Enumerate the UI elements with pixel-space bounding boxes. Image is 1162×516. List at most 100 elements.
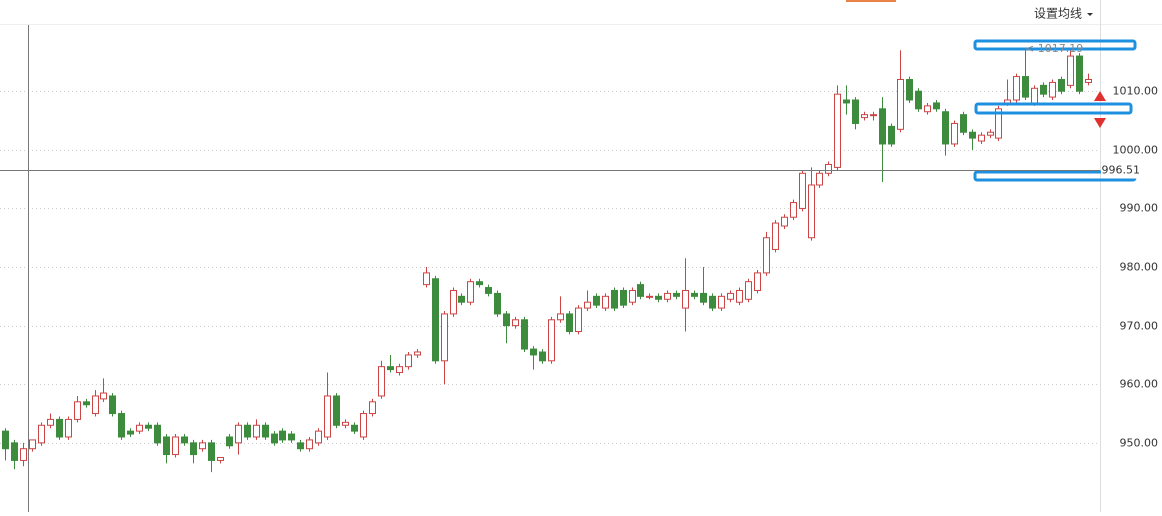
candle-body <box>575 307 582 332</box>
candle-body <box>1085 79 1092 83</box>
candle-body <box>1049 81 1056 98</box>
up-arrow <box>1094 91 1106 101</box>
candle-body <box>65 418 72 438</box>
candle-body <box>2 430 9 450</box>
highlight-box <box>973 39 1137 51</box>
candle-body <box>1058 79 1065 92</box>
candle-body <box>20 448 27 461</box>
plot: 950.00 960.00 970.00 980.00 990.00 1000.00 101… <box>0 50 1159 473</box>
candle-body <box>646 295 653 298</box>
candle-body <box>700 292 707 303</box>
candle-body <box>906 79 913 101</box>
candle-body <box>843 99 850 104</box>
candle-body <box>432 278 439 362</box>
candle-body <box>727 292 734 300</box>
candle-body <box>754 272 761 291</box>
candle-body <box>29 439 36 450</box>
candle-body <box>933 102 940 110</box>
candle-body <box>593 295 600 306</box>
candle-body <box>834 93 841 168</box>
candle-body <box>163 436 170 456</box>
candle-body <box>271 433 278 444</box>
candle-body <box>441 313 448 362</box>
crosshair-label: 996.51 <box>1102 164 1141 177</box>
candle-body <box>279 430 286 441</box>
candle-body <box>942 111 949 145</box>
candle-body <box>369 401 376 415</box>
candle-body <box>969 131 976 139</box>
candle-body <box>199 442 206 450</box>
candle-body <box>1076 55 1083 92</box>
candle-body <box>682 289 689 309</box>
candle-body <box>1031 87 1038 104</box>
highlight-box <box>974 102 1133 115</box>
candle-body <box>333 395 340 426</box>
candle-body <box>736 289 743 303</box>
candle-body <box>781 216 788 227</box>
candle-body <box>951 122 958 145</box>
candle-body <box>360 413 367 438</box>
candle-body <box>611 289 618 309</box>
candle-body <box>414 351 421 356</box>
candle-body <box>11 442 18 461</box>
tab-indicator <box>846 0 896 2</box>
candle-body <box>100 392 107 400</box>
candle-body <box>1067 55 1074 86</box>
max-label: < 1017.19 <box>1025 42 1083 55</box>
candle-body <box>127 430 134 435</box>
candle-body <box>485 287 492 294</box>
candle-body <box>476 281 483 286</box>
ma-settings-button[interactable]: 设置均线 <box>1034 7 1082 21</box>
candle-body <box>288 433 295 441</box>
candle-body <box>47 418 54 426</box>
candle-body <box>467 281 474 303</box>
candle-body <box>38 424 45 444</box>
candle-body <box>1013 76 1020 101</box>
candle-body <box>718 295 725 309</box>
candle-body <box>494 292 501 315</box>
candle-body <box>450 289 457 315</box>
candle-body <box>74 401 81 420</box>
candle-body <box>915 90 922 110</box>
candle-body <box>378 366 385 397</box>
candle-body <box>118 413 125 438</box>
candle-body <box>673 292 680 297</box>
candle-body <box>530 348 537 356</box>
candle-body <box>924 105 931 113</box>
candle-body <box>503 313 510 327</box>
candle-body <box>852 99 859 124</box>
candle-body <box>620 289 627 306</box>
candle-body <box>512 319 519 327</box>
dropdown-arrow[interactable] <box>1087 13 1093 16</box>
candle-body <box>458 295 465 303</box>
candle-body <box>521 319 528 350</box>
y-tick-label: 970.00 <box>1120 320 1159 333</box>
candle-body <box>92 395 99 415</box>
candle-body <box>879 108 886 145</box>
candle-body <box>235 424 242 444</box>
y-tick-label: 980.00 <box>1120 261 1159 274</box>
candle-body <box>423 272 430 286</box>
candle-body <box>557 313 564 321</box>
candle-body <box>772 222 779 250</box>
candle-body <box>190 442 197 456</box>
y-tick-label: 990.00 <box>1120 202 1159 215</box>
candle-body <box>253 424 260 438</box>
candle-body <box>56 418 63 438</box>
candle-body <box>664 292 671 300</box>
candle-body <box>629 289 636 303</box>
candle-body <box>584 301 591 309</box>
candle-body <box>342 421 349 426</box>
candle-body <box>324 395 331 438</box>
candle-body <box>763 237 770 274</box>
candle-body <box>217 456 224 461</box>
candle-body <box>870 114 877 117</box>
candle-body <box>136 424 143 432</box>
candle-body <box>1040 84 1047 95</box>
candle-body <box>808 184 815 239</box>
candle-body <box>405 354 412 368</box>
candle-body <box>226 436 233 447</box>
candle-body <box>262 424 269 438</box>
